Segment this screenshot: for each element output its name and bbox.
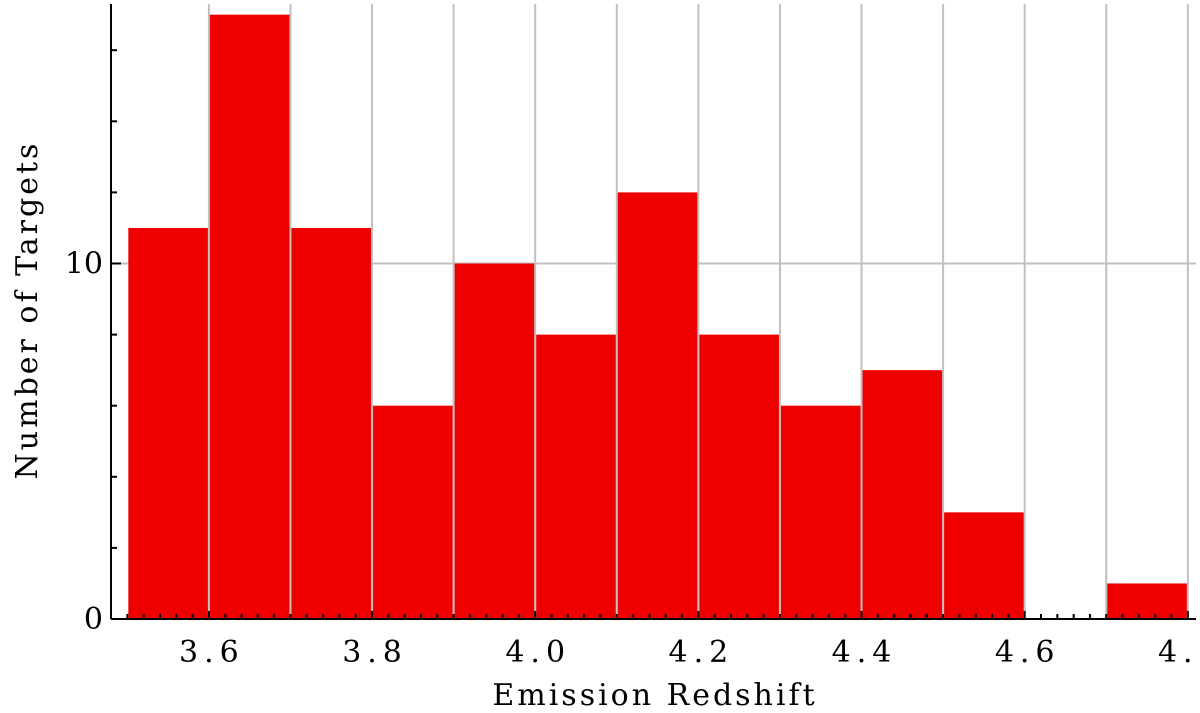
histogram-bars xyxy=(128,14,1187,620)
histogram-bar-3 xyxy=(373,405,453,619)
histogram-bar-10 xyxy=(944,512,1024,619)
histogram-bar-2 xyxy=(291,227,372,619)
histogram-bar-1 xyxy=(209,14,290,620)
x-tick-label: 4.4 xyxy=(832,635,898,670)
x-tick-label: 4.2 xyxy=(669,635,735,670)
axes xyxy=(110,4,1196,620)
histogram-bar-12 xyxy=(1107,583,1187,619)
histogram-bar-9 xyxy=(862,370,943,619)
x-tick-label: 4.8 xyxy=(1158,635,1200,670)
y-tick-label: 0 xyxy=(84,602,103,637)
y-tick-labels: 0 10 xyxy=(65,247,103,637)
x-tick-labels: 3.6 3.8 4.0 4.2 4.4 4.6 4.8 xyxy=(179,635,1200,670)
y-axis-title: Number of Targets xyxy=(10,141,45,480)
x-tick-label: 3.6 xyxy=(179,635,245,670)
y-tick-label: 10 xyxy=(65,247,103,282)
histogram-bar-8 xyxy=(780,405,861,619)
x-tick-label: 4.6 xyxy=(995,635,1061,670)
x-axis-title: Emission Redshift xyxy=(492,678,817,713)
histogram-bar-4 xyxy=(454,263,535,619)
x-tick-label: 3.8 xyxy=(342,635,408,670)
histogram-bar-6 xyxy=(617,192,698,619)
histogram-bar-5 xyxy=(536,334,616,619)
histogram-bar-7 xyxy=(699,334,779,619)
histogram-bar-0 xyxy=(128,227,208,619)
x-tick-label: 4.0 xyxy=(505,635,571,670)
